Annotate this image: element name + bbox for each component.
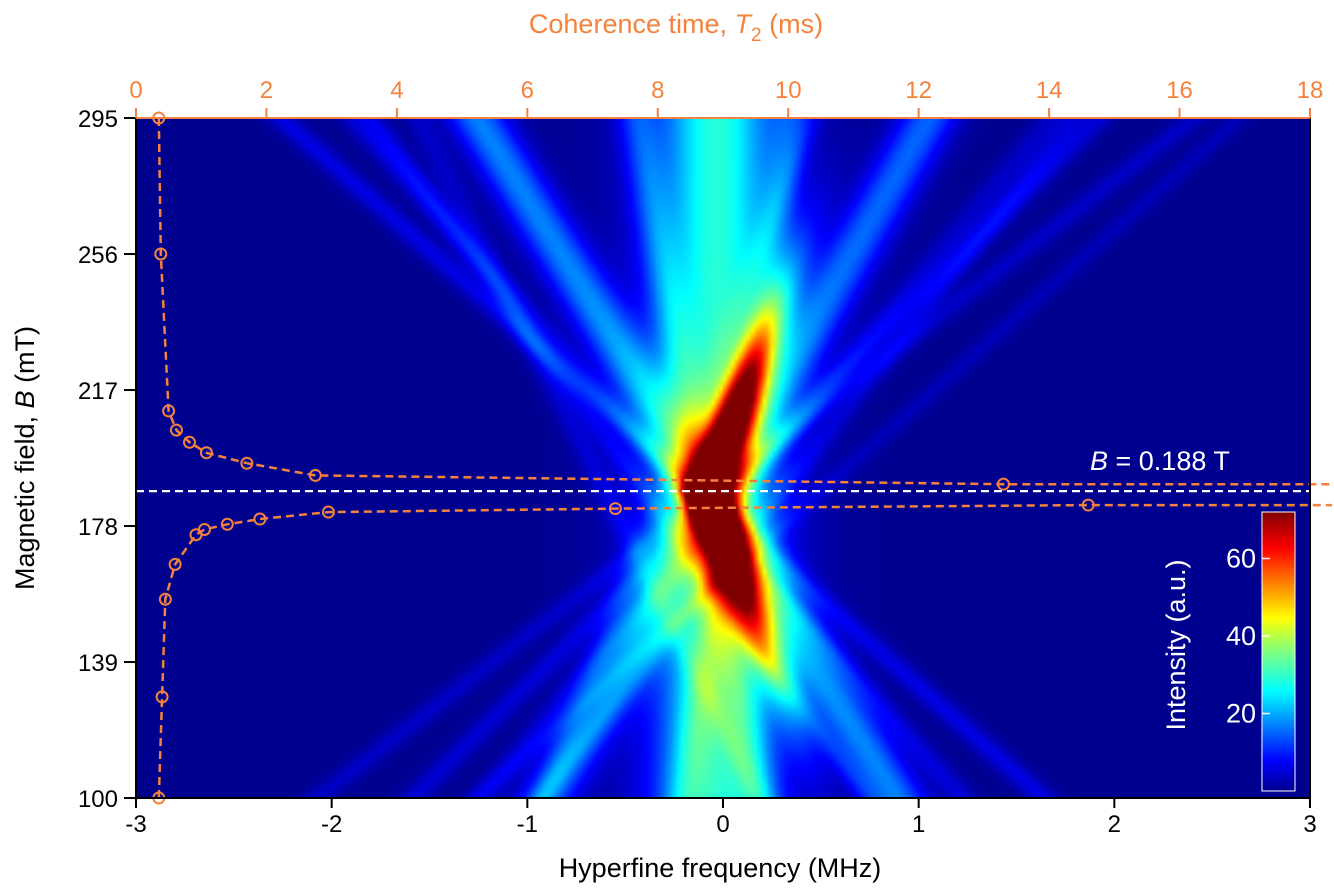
top-tick-label: 0 — [129, 77, 142, 104]
top-tick-label: 18 — [1297, 77, 1324, 104]
field-annotation: B = 0.188 T — [1090, 446, 1230, 476]
y-tick-label: 295 — [78, 106, 118, 133]
colorbar-ticks: 20 40 60 — [1226, 544, 1270, 729]
t2-data-point — [155, 690, 169, 704]
y-axis-title: Magnetic field, B (mT) — [10, 326, 40, 590]
y-tick-label: 139 — [78, 650, 118, 677]
x-axis-title: Hyperfine frequency (MHz) — [559, 853, 882, 883]
top-tick-label: 10 — [775, 77, 802, 104]
t2-data-point — [253, 512, 267, 526]
colorbar-tick-label: 20 — [1226, 699, 1256, 729]
x-tick-label: 0 — [716, 811, 729, 838]
top-tick-label: 2 — [260, 77, 273, 104]
y-tick-label: 100 — [78, 786, 118, 813]
t2-data-point — [162, 404, 176, 418]
heatmap — [136, 118, 1310, 798]
top-axis-title: Coherence time, T2 (ms) — [529, 9, 823, 46]
x-axis-ticks: -3 -2 -1 0 1 2 3 — [125, 798, 1317, 838]
x-tick-label: 1 — [912, 811, 925, 838]
top-tick-label: 8 — [651, 77, 664, 104]
t2-data-point — [197, 522, 211, 536]
t2-data-point — [1081, 498, 1095, 512]
t2-data-point — [154, 247, 168, 261]
y-tick-label: 256 — [78, 242, 118, 269]
t2-data-point — [608, 502, 622, 516]
t2-series-line — [157, 503, 1332, 799]
x-tick-label: 2 — [1108, 811, 1121, 838]
colorbar-label: Intensity (a.u.) — [1161, 559, 1191, 730]
t2-data-point — [220, 517, 234, 531]
x-tick-label: -3 — [125, 811, 146, 838]
t2-data-point — [321, 505, 335, 519]
top-axis-ticks: 0 2 4 6 8 10 12 14 16 18 — [129, 77, 1323, 118]
top-tick-label: 6 — [521, 77, 534, 104]
y-axis-ticks: 100 139 178 217 256 295 — [78, 106, 136, 813]
x-tick-label: -2 — [321, 811, 342, 838]
top-tick-label: 4 — [390, 77, 403, 104]
t2-data-point — [169, 423, 183, 437]
colorbar-tick-label: 60 — [1226, 544, 1256, 574]
t2-data-point — [168, 557, 182, 571]
t2-data-point — [996, 477, 1010, 491]
colorbar-bar — [1261, 511, 1296, 792]
t2-data-point — [199, 446, 213, 460]
t2-series-line — [157, 117, 1332, 486]
t2-data-point — [182, 435, 196, 449]
t2-data-point — [308, 468, 322, 482]
y-tick-label: 178 — [78, 514, 118, 541]
colorbar: 20 40 60 Intensity (a.u.) — [1161, 511, 1296, 792]
top-tick-label: 14 — [1036, 77, 1063, 104]
y-tick-label: 217 — [78, 378, 118, 405]
colorbar-tick-label: 40 — [1226, 621, 1256, 651]
top-tick-label: 12 — [905, 77, 932, 104]
t2-data-point — [158, 592, 172, 606]
t2-data-point — [240, 456, 254, 470]
x-tick-label: 3 — [1303, 811, 1316, 838]
x-tick-label: -1 — [517, 811, 538, 838]
top-tick-label: 16 — [1166, 77, 1193, 104]
